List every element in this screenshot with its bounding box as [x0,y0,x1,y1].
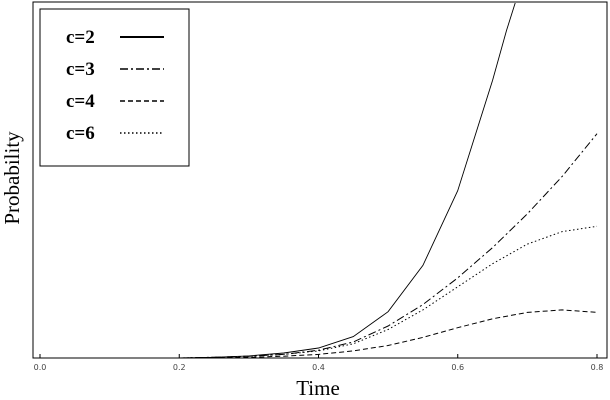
legend: c=2 c=3 c=4 c=6 [39,8,190,167]
x-axis-title: Time [296,376,340,400]
series-line-c-6 [179,225,598,358]
x-axis-ticks: 0.0 0.2 0.4 0.6 0.8 [34,354,604,372]
legend-label: c=2 [66,27,95,48]
legend-label: c=3 [66,59,95,80]
x-tick-label: 0.2 [173,363,186,372]
series-line-c-2 [179,3,516,358]
series-line-c-4 [179,309,598,358]
legend-label: c=4 [66,91,95,112]
x-tick-label: 0.4 [312,363,325,372]
series-line-c-3 [179,133,598,358]
x-tick-label: 0.6 [451,363,464,372]
legend-box [39,8,190,167]
legend-label: c=6 [66,123,95,144]
y-axis-title: Probability [0,131,24,225]
x-tick-label: 0.0 [34,363,47,372]
series-layer [179,3,598,358]
plot-frame [32,1,608,359]
legend-entries: c=2 c=3 c=4 c=6 [66,27,164,144]
x-tick-label: 0.8 [591,363,604,372]
